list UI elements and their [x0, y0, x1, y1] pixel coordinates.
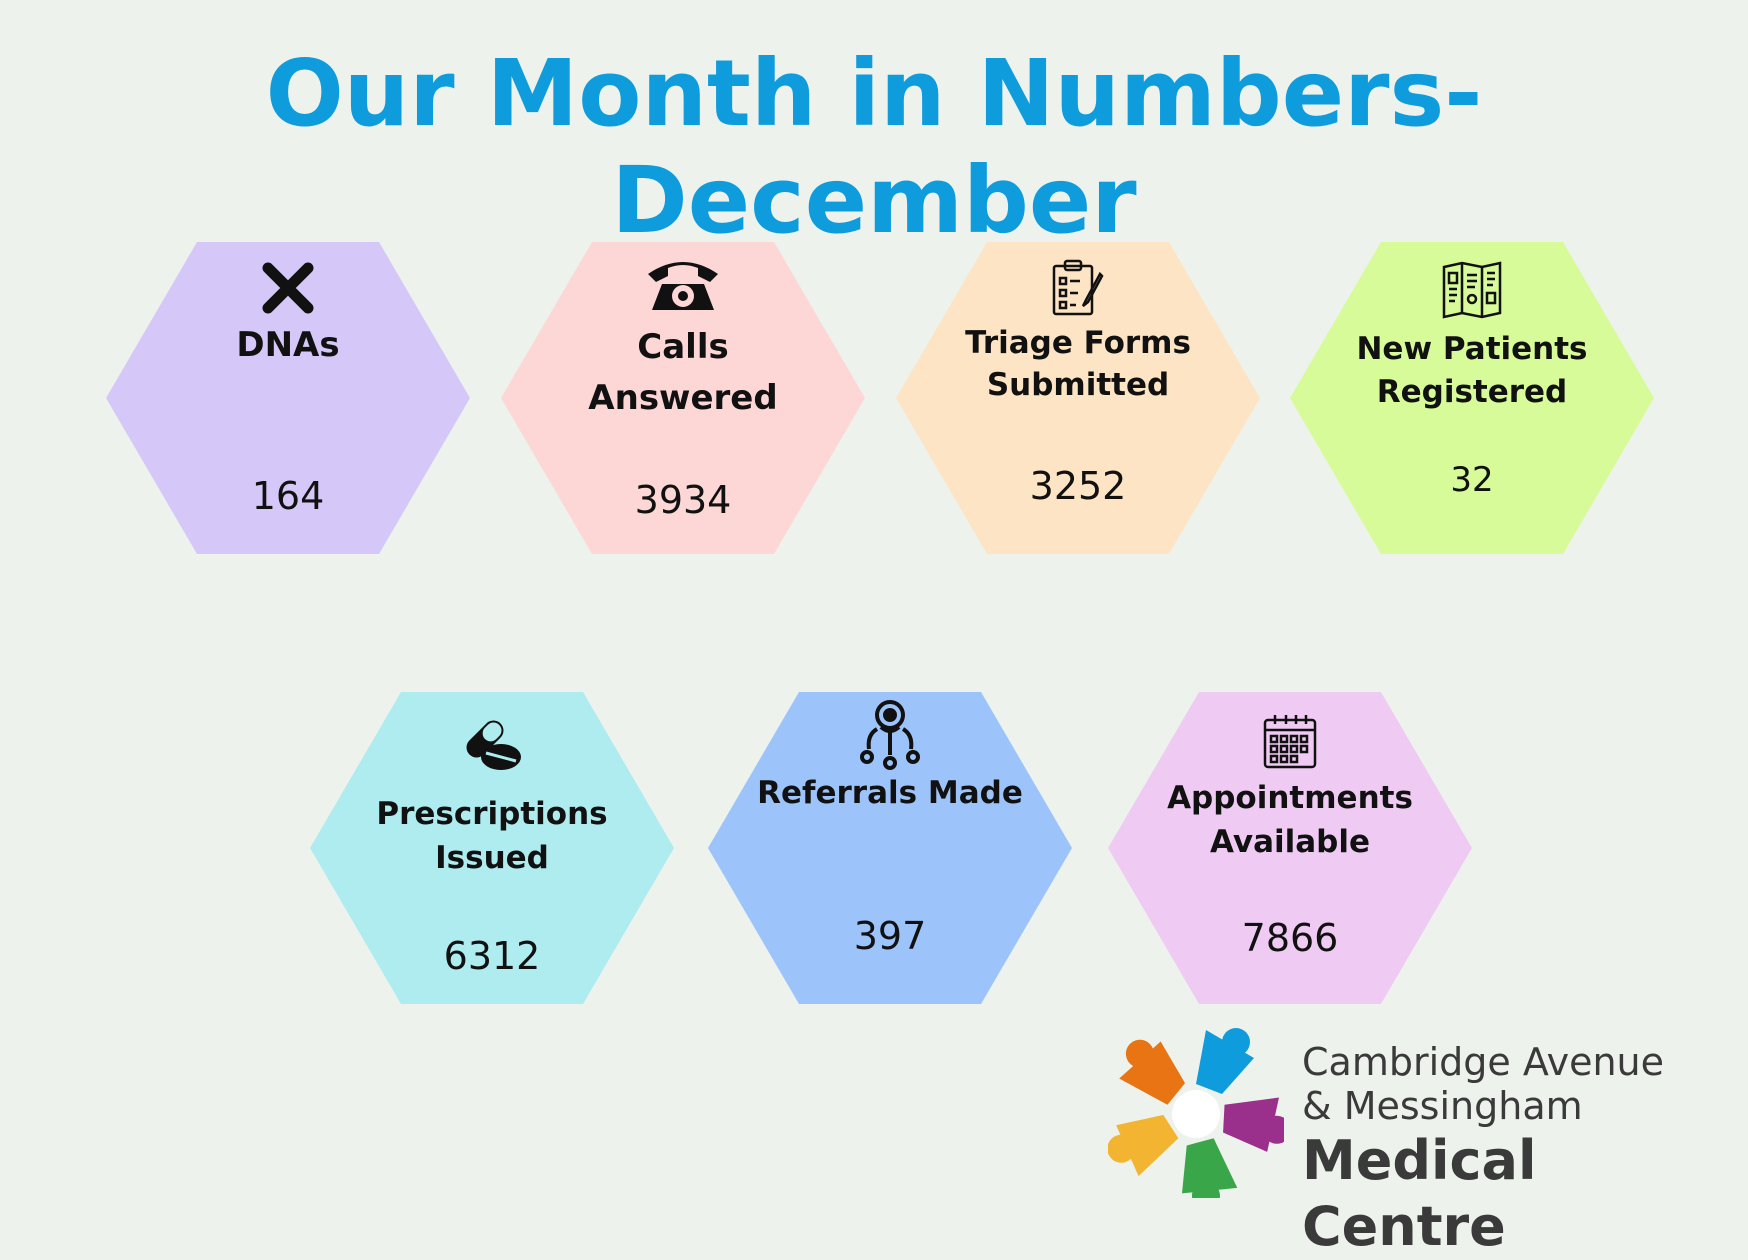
pills-icon	[310, 708, 674, 780]
stat-value: 32	[1450, 460, 1494, 500]
stat-value: 164	[251, 474, 325, 518]
stat-value: 3934	[634, 478, 732, 522]
stat-appointments: Appointments Available 7866	[1108, 692, 1472, 1004]
stat-value: 7866	[1241, 916, 1339, 960]
calendar-icon	[1108, 710, 1472, 772]
stat-dnas: DNAs 164	[106, 242, 470, 554]
logo-line-3: Medical Centre	[1302, 1129, 1537, 1258]
stat-label: Appointments Available	[1167, 780, 1413, 860]
logo-line-1: Cambridge Avenue	[1302, 1040, 1665, 1084]
stat-label: Referrals Made	[757, 775, 1023, 811]
clipboard-icon	[896, 252, 1260, 324]
stat-label: Triage Forms Submitted	[965, 325, 1191, 403]
logo-text: Cambridge Avenue & Messingham Medical Ce…	[1302, 1040, 1728, 1260]
x-mark-icon	[106, 252, 470, 324]
stat-new-patients: New Patients Registered 32	[1290, 242, 1654, 554]
leaflet-map-icon	[1290, 254, 1654, 326]
stat-value: 6312	[443, 934, 541, 978]
stat-label: DNAs	[236, 325, 340, 365]
stat-prescriptions: Prescriptions Issued 6312	[310, 692, 674, 1004]
telephone-icon	[501, 248, 865, 320]
logo-line-2: & Messingham	[1302, 1084, 1583, 1128]
stat-referrals: Referrals Made 397	[708, 692, 1072, 1004]
referral-network-icon	[708, 698, 1072, 774]
medical-centre-logo: Cambridge Avenue & Messingham Medical Ce…	[1108, 1022, 1728, 1258]
stat-label: Calls Answered	[588, 327, 778, 418]
stat-value: 397	[853, 914, 927, 958]
page-title: Our Month in Numbers- December	[265, 40, 1483, 254]
stat-value: 3252	[1029, 464, 1127, 508]
stat-calls-answered: Calls Answered 3934	[501, 242, 865, 554]
stat-label: New Patients Registered	[1356, 331, 1588, 410]
stat-triage-forms: Triage Forms Submitted 3252	[896, 242, 1260, 554]
logo-people-circle-icon	[1108, 1028, 1284, 1198]
stat-label: Prescriptions Issued	[376, 796, 608, 876]
